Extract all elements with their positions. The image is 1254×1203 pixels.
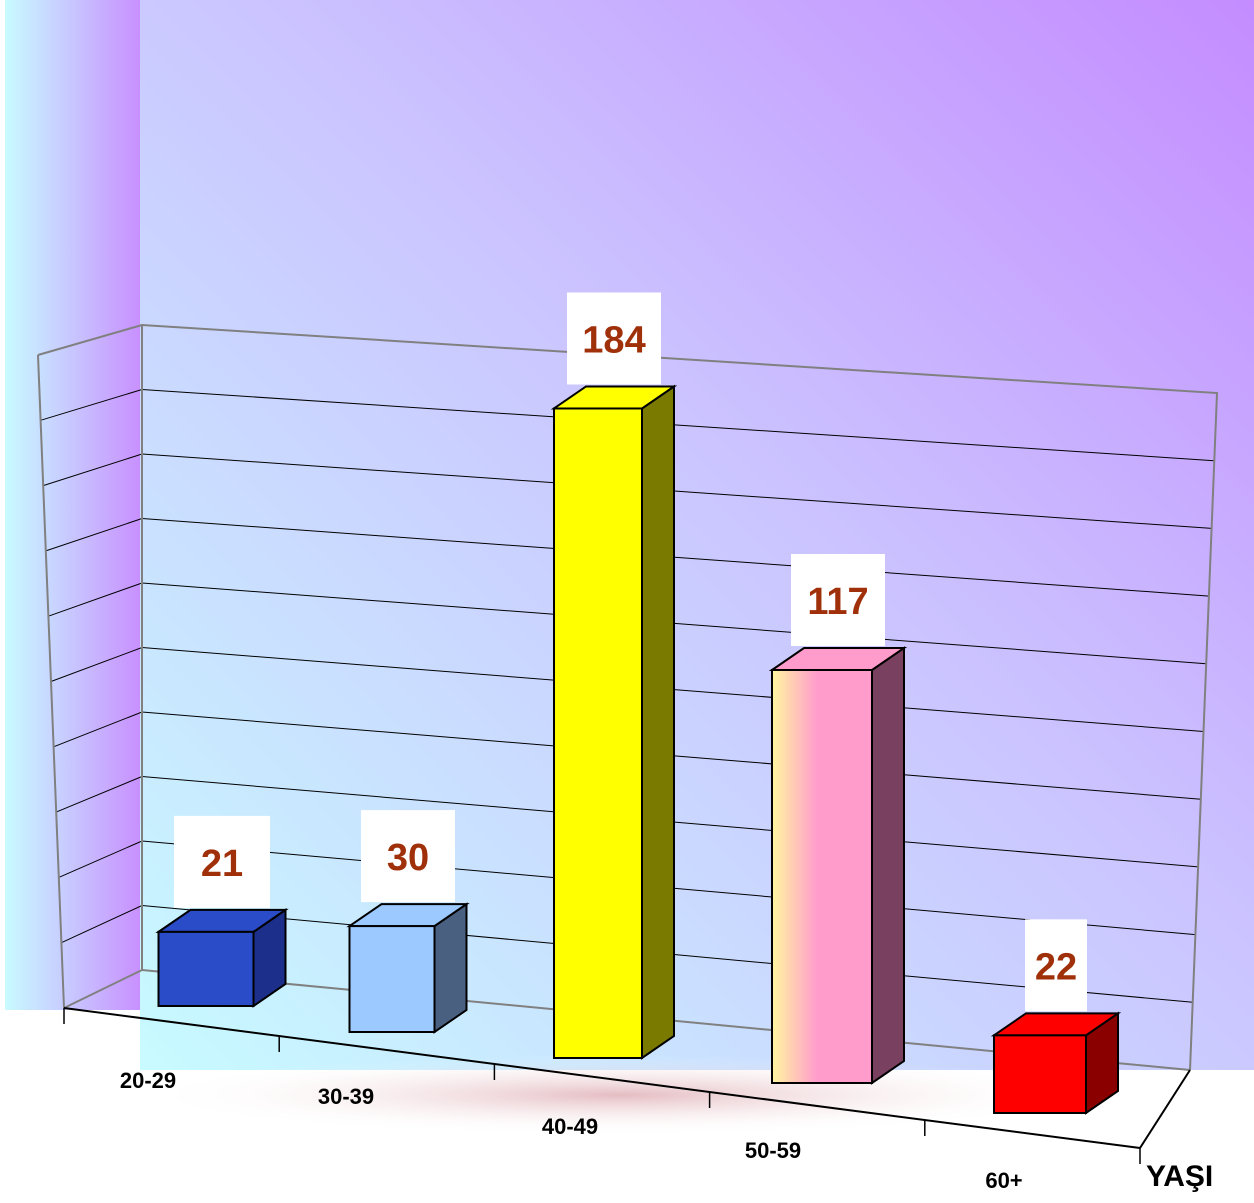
x-axis-line: [63, 1007, 1141, 1149]
gridline: [141, 518, 1209, 597]
bar-side: [641, 384, 675, 1060]
x-tick-label: 30-39: [318, 1084, 374, 1109]
x-tick-label: 40-49: [542, 1114, 598, 1139]
side-gridline: [40, 389, 143, 421]
side-wall-front-edge: [37, 354, 65, 1009]
bar: [553, 407, 643, 1060]
data-label-box: [567, 292, 661, 385]
bar: [348, 925, 436, 1033]
gridline: [141, 453, 1212, 529]
side-wall-fill: [5, 0, 140, 1010]
data-label-box: [174, 815, 270, 908]
x-tick-label: 50-59: [745, 1138, 801, 1163]
bar: [157, 930, 255, 1007]
data-label: 30: [387, 837, 429, 879]
side-gridline: [56, 776, 143, 813]
data-label: 184: [582, 319, 645, 361]
side-gridline: [45, 518, 143, 552]
data-label: 21: [201, 843, 243, 885]
side-gridline: [53, 711, 143, 748]
side-gridline: [61, 905, 143, 944]
gridline: [141, 389, 1215, 462]
data-labels: 21 30 184 117 22: [174, 292, 1087, 1012]
data-label-box: [1025, 919, 1087, 1012]
side-gridline: [43, 453, 143, 487]
x-axis-tick-labels: 20-29 30-39 40-49 50-59 60+: [120, 1068, 1023, 1193]
side-gridline: [58, 840, 143, 878]
floor-left-edge: [63, 969, 143, 1009]
bar-side: [871, 646, 905, 1085]
x-axis-title: YAŞI: [1146, 1160, 1213, 1193]
side-gridline: [48, 582, 143, 617]
chart-background: [5, 0, 1254, 1135]
x-tick-label: 20-29: [120, 1068, 176, 1093]
data-label: 117: [807, 581, 868, 623]
bar: [771, 668, 873, 1084]
floor-right-edge: [1139, 1069, 1191, 1149]
back-wall-outline: [37, 323, 1219, 1071]
data-label-box: [361, 810, 455, 903]
back-wall-fill: [140, 0, 1254, 1070]
data-label: 22: [1035, 946, 1077, 988]
floor-shadow: [140, 1055, 1100, 1135]
bars: [155, 384, 1122, 1115]
data-label-box: [791, 553, 885, 646]
x-tick-label: 60+: [985, 1168, 1022, 1193]
side-gridline: [50, 647, 143, 682]
bar: [993, 1034, 1087, 1114]
